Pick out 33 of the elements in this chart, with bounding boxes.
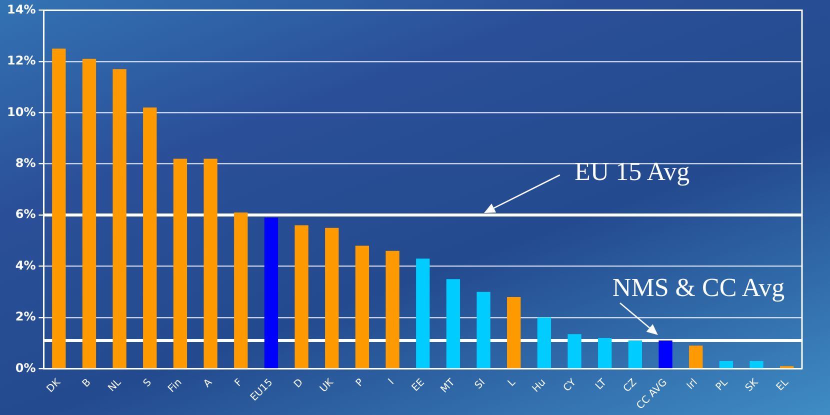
x-tick-label: EE xyxy=(410,377,427,394)
x-tick-label: F xyxy=(232,376,245,389)
x-tick-label: UK xyxy=(318,376,336,395)
x-tick-label: Fin xyxy=(166,377,184,395)
y-tick-label: 6% xyxy=(15,207,36,222)
x-tick-label: L xyxy=(506,376,518,389)
x-tick-label: I xyxy=(386,377,396,387)
y-tick-label: 8% xyxy=(15,156,36,170)
x-tick-label: CZ xyxy=(622,377,640,395)
x-tick-label: B xyxy=(80,377,94,390)
ref-line-label: NMS & CC Avg xyxy=(612,272,785,303)
x-tick-label: EL xyxy=(774,376,792,394)
x-tick-label: CY xyxy=(562,376,580,394)
x-tick-label: Hu xyxy=(530,377,548,395)
y-tick-label: 2% xyxy=(15,310,36,324)
x-tick-label: Irl xyxy=(685,377,700,392)
x-tick-label: SK xyxy=(744,376,761,394)
x-tick-label: LT xyxy=(594,376,610,392)
x-tick-label: A xyxy=(202,377,215,390)
x-tick-label: P xyxy=(354,377,366,390)
x-tick-label: NL xyxy=(106,376,124,394)
y-tick-label: 0% xyxy=(15,360,36,375)
x-tick-label: D xyxy=(292,376,306,390)
x-tick-label: S xyxy=(142,377,154,390)
y-tick-label: 14% xyxy=(6,2,36,16)
y-tick-label: 4% xyxy=(15,258,36,272)
x-tick-label: MT xyxy=(438,376,458,396)
y-tick-label: 10% xyxy=(6,104,36,119)
x-tick-label: SI xyxy=(473,377,488,392)
ref-line-label: EU 15 Avg xyxy=(574,157,690,188)
y-tick-label: 12% xyxy=(6,54,36,68)
x-tick-label: DK xyxy=(44,376,64,395)
x-tick-label: PL xyxy=(714,376,730,394)
